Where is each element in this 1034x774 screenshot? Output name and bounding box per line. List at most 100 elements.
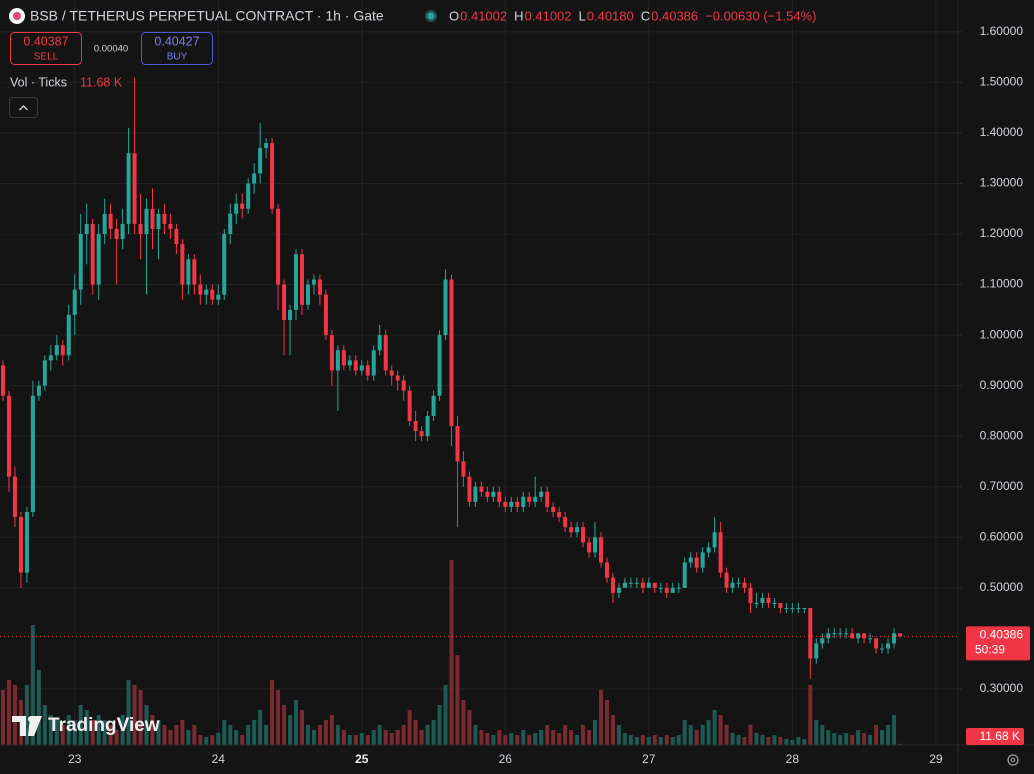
candle-body	[772, 602, 777, 604]
candle-body	[359, 365, 364, 371]
volume-bar	[610, 715, 615, 745]
settings-icon[interactable]	[1007, 754, 1019, 766]
volume-bar	[192, 725, 197, 745]
candle-body	[622, 582, 627, 588]
candle-body	[533, 496, 538, 502]
candle-body	[479, 486, 484, 492]
candle-body	[288, 309, 293, 320]
candle-body	[736, 582, 741, 584]
volume-bar	[198, 735, 203, 745]
volume-bar	[48, 715, 53, 745]
candle-body	[431, 395, 436, 416]
candle-body	[748, 587, 753, 603]
y-tick-label: 0.60000	[980, 529, 1024, 543]
volume-bar	[658, 737, 663, 745]
candle-body	[240, 203, 245, 209]
volume-bar	[66, 715, 71, 745]
candle-body	[36, 385, 41, 396]
candle-body	[317, 279, 322, 295]
candle-body	[383, 335, 388, 371]
sell-price[interactable]: 0.40387	[23, 34, 68, 48]
candle-body	[204, 289, 209, 295]
candle-body	[634, 582, 639, 584]
candle-body	[311, 279, 316, 285]
indicator-name[interactable]: Vol · Ticks	[10, 75, 67, 89]
sell-label[interactable]: SELL	[34, 52, 59, 63]
volume-bar	[682, 720, 687, 745]
volume-bar	[497, 730, 502, 745]
volume-bar	[419, 730, 424, 745]
volume-bar	[712, 710, 717, 745]
volume-bar	[234, 730, 239, 745]
candle-body	[688, 557, 693, 563]
candle-body	[294, 254, 299, 310]
candle-body	[252, 173, 257, 184]
volume-bar	[676, 735, 681, 745]
collapse-button[interactable]	[9, 97, 38, 118]
y-tick-label: 1.60000	[980, 24, 1024, 38]
candle-body	[461, 461, 466, 477]
volume-bar	[628, 735, 633, 745]
buy-button[interactable]	[141, 32, 213, 65]
volume-bar	[0, 690, 5, 745]
candle-body	[341, 350, 346, 366]
candle-body	[96, 234, 101, 285]
volume-bar	[114, 730, 119, 745]
volume-bar	[150, 715, 155, 745]
volume-bar	[90, 720, 95, 745]
volume-bar	[102, 720, 107, 745]
sell-button[interactable]	[10, 32, 82, 65]
candle-body	[150, 208, 155, 229]
symbol-title[interactable]: BSB / TETHERUS PERPETUAL CONTRACT · 1h ·…	[30, 8, 384, 24]
volume-bar	[120, 715, 125, 745]
candle-body	[174, 228, 179, 245]
volume-bar	[742, 737, 747, 745]
candle-body	[838, 633, 843, 635]
logo-dot	[28, 716, 34, 722]
logo-mark	[12, 716, 42, 736]
candle-body	[84, 223, 89, 235]
ohlc-readout: O 0.41002 H 0.41002 L 0.40180 C 0.40386	[449, 8, 698, 23]
x-tick-label: 23	[68, 752, 82, 766]
candle-body	[575, 527, 580, 533]
candle-body	[868, 638, 873, 640]
buy-label[interactable]: BUY	[167, 52, 188, 63]
x-tick-label: 27	[642, 752, 656, 766]
volume-bar	[180, 720, 185, 745]
candle-body	[168, 223, 173, 229]
candle-body	[132, 153, 137, 224]
candle-body	[365, 365, 370, 376]
candle-body	[778, 602, 783, 609]
candle-body	[658, 587, 663, 589]
volume-value-box	[966, 728, 1024, 745]
volume-bar	[353, 735, 358, 745]
volume-bar	[772, 735, 777, 745]
volume-bar	[796, 737, 801, 745]
candle-body	[802, 608, 807, 610]
volume-bar	[467, 710, 472, 745]
volume-bar	[838, 735, 843, 745]
candle-body	[102, 213, 107, 235]
axes: 1.60000 1.50000 1.40000 1.30000 1.20000 1.100…	[68, 24, 1030, 766]
candle-body	[347, 360, 352, 366]
candle-body	[234, 203, 239, 214]
volume-bar	[551, 730, 556, 745]
candle-body	[551, 506, 556, 512]
volume-bar	[563, 725, 568, 745]
candle-body	[186, 259, 191, 285]
candle-body	[108, 213, 113, 229]
volume-bar	[210, 735, 215, 745]
volume-bar	[640, 735, 645, 745]
candle-body	[282, 284, 287, 320]
candle-body	[54, 345, 59, 356]
logo-text[interactable]: TradingView	[48, 715, 160, 736]
readout-label: C	[641, 8, 650, 23]
buy-price[interactable]: 0.40427	[154, 34, 199, 48]
volume-bar	[880, 730, 885, 745]
candle-body	[72, 289, 77, 315]
candle-body	[389, 370, 394, 376]
candle-body	[646, 582, 651, 588]
volume-bar	[533, 733, 538, 745]
volume-bar	[892, 715, 897, 745]
candle-body	[509, 501, 514, 507]
